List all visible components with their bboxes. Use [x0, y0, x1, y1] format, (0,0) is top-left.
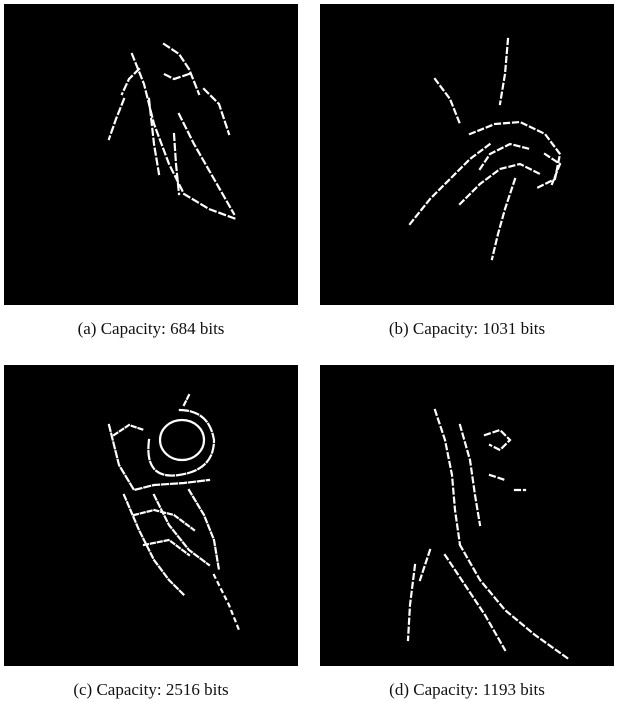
panel-b: (b) Capacity: 1031 bits	[320, 4, 614, 339]
caption: (a) Capacity: 684 bits	[4, 319, 298, 339]
edge-image	[320, 365, 614, 666]
panel-label: (c)	[73, 680, 92, 699]
panel-label: (d)	[389, 680, 409, 699]
panel-a: (a) Capacity: 684 bits	[4, 4, 298, 339]
edge-image	[4, 365, 298, 666]
panel-label: (a)	[78, 319, 97, 338]
caption-text: Capacity: 2516 bits	[96, 680, 228, 699]
caption: (b) Capacity: 1031 bits	[320, 319, 614, 339]
figure: {"figure": {"panels": [ {"label": "(a)",…	[0, 0, 617, 702]
edge-image	[320, 4, 614, 305]
panel-label: (b)	[389, 319, 409, 338]
caption-text: Capacity: 1031 bits	[413, 319, 545, 338]
caption-text: Capacity: 1193 bits	[413, 680, 545, 699]
caption-text: Capacity: 684 bits	[101, 319, 225, 338]
caption: (d) Capacity: 1193 bits	[320, 680, 614, 700]
panel-d: (d) Capacity: 1193 bits	[320, 365, 614, 700]
edge-image	[4, 4, 298, 305]
caption: (c) Capacity: 2516 bits	[4, 680, 298, 700]
panel-c: (c) Capacity: 2516 bits	[4, 365, 298, 700]
